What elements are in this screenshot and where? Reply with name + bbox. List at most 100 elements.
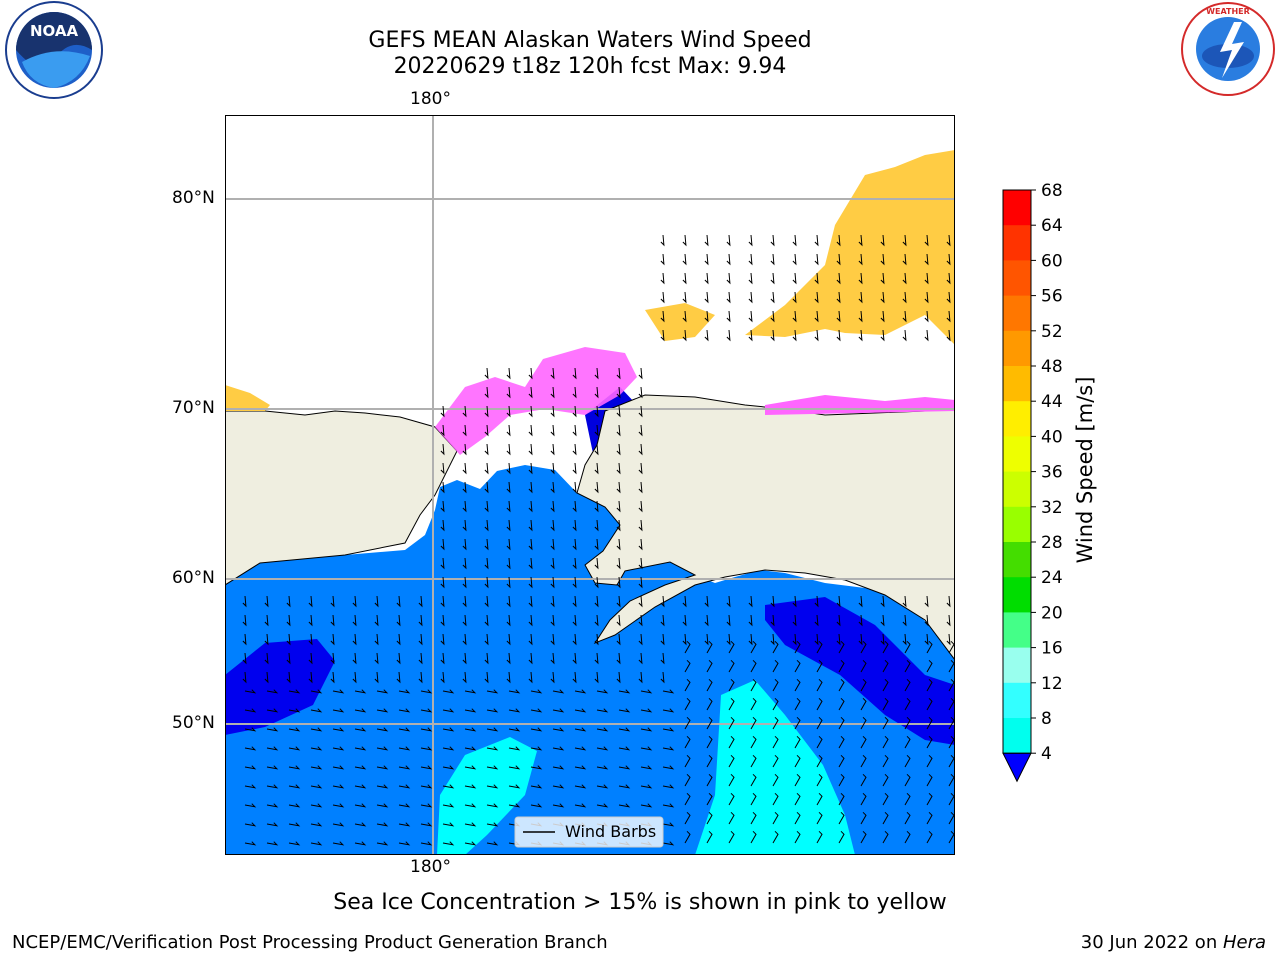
wind-barb — [706, 659, 713, 673]
wind-barb — [574, 784, 587, 789]
wind-barb — [552, 727, 565, 732]
wind-barb — [264, 633, 269, 646]
wind-barb — [638, 519, 643, 532]
wind-barb — [728, 792, 735, 806]
wind-barb — [396, 652, 401, 665]
wind-barb — [946, 614, 951, 627]
wind-barb — [528, 405, 533, 418]
wind-barb — [484, 367, 489, 380]
wind-barb — [684, 678, 691, 692]
wind-barb — [860, 754, 867, 768]
colorbar-tick-label: 20 — [1041, 603, 1063, 623]
wind-barb — [596, 784, 609, 789]
wind-barb — [794, 735, 801, 749]
colorbar-tick-label: 68 — [1041, 181, 1063, 201]
colorbar-segment — [1003, 506, 1031, 543]
wind-barb — [750, 773, 757, 787]
colorbar-segment — [1003, 295, 1031, 332]
wind-barb — [550, 519, 555, 532]
wind-barb — [706, 811, 713, 825]
wind-barb — [528, 652, 533, 665]
wind-barb — [594, 595, 599, 608]
wind-barb — [462, 443, 467, 456]
wind-barb — [398, 708, 411, 713]
wind-barb — [354, 765, 367, 770]
wind-barb — [594, 424, 599, 437]
wind-barb — [508, 708, 521, 713]
wind-barb — [816, 754, 823, 768]
wind-barb — [530, 689, 543, 694]
wind-barb — [396, 633, 401, 646]
wind-barb — [882, 697, 889, 711]
wind-barb — [528, 557, 533, 570]
wind-barb — [550, 405, 555, 418]
colorbar-segment — [1003, 682, 1031, 719]
wind-barb — [660, 253, 665, 266]
wind-barb — [772, 773, 779, 787]
wind-barb — [594, 652, 599, 665]
wind-barb — [462, 424, 467, 437]
wind-barb — [264, 595, 269, 608]
wind-barb — [772, 716, 779, 730]
wind-barb — [618, 708, 631, 713]
wind-barb — [550, 633, 555, 646]
ocean-strong-east — [765, 597, 955, 745]
wind-barb — [706, 716, 713, 730]
wind-barb — [462, 595, 467, 608]
wind-barb — [550, 500, 555, 513]
wind-barb — [528, 386, 533, 399]
wind-barb — [616, 652, 621, 665]
colorbar-tick-label: 8 — [1041, 709, 1052, 729]
wind-barb — [638, 424, 643, 437]
colorbar-segment — [1003, 471, 1031, 508]
wind-barb — [442, 803, 455, 808]
wind-barb — [946, 595, 951, 608]
wind-barb — [904, 811, 911, 825]
wind-barb — [902, 329, 907, 342]
wind-barb — [286, 652, 291, 665]
wind-barb — [550, 538, 555, 551]
wind-barb — [618, 727, 631, 732]
wind-barb — [882, 678, 889, 692]
wind-barb — [308, 614, 313, 627]
wind-barb — [638, 652, 643, 665]
wind-barb — [594, 500, 599, 513]
wind-barb — [904, 792, 911, 806]
wind-barb — [616, 614, 621, 627]
wind-barb — [618, 803, 631, 808]
wind-barb — [640, 803, 653, 808]
wind-barb — [528, 576, 533, 589]
wind-barb — [594, 367, 599, 380]
wind-barb — [572, 614, 577, 627]
wind-barb — [860, 697, 867, 711]
wind-barb — [618, 746, 631, 751]
wind-barb — [528, 443, 533, 456]
wind-barb — [704, 234, 709, 247]
wind-barb — [706, 735, 713, 749]
wind-barb — [332, 765, 345, 770]
wind-barb — [596, 708, 609, 713]
wind-barb — [748, 253, 753, 266]
wind-barb — [594, 614, 599, 627]
wind-barb — [396, 614, 401, 627]
wind-barb — [550, 671, 555, 684]
wind-barb — [462, 500, 467, 513]
wind-barb — [794, 792, 801, 806]
wind-barb — [770, 234, 775, 247]
wind-barb — [684, 792, 691, 806]
wind-barb — [836, 310, 841, 323]
wind-barb — [838, 735, 845, 749]
wind-barb — [420, 803, 433, 808]
wind-barb — [662, 765, 675, 770]
footer-branch: NCEP/EMC/Verification Post Processing Pr… — [12, 932, 608, 953]
wind-barb — [638, 405, 643, 418]
wind-barb — [616, 557, 621, 570]
wind-barb — [508, 746, 521, 751]
wind-barb — [440, 557, 445, 570]
wind-barb — [880, 310, 885, 323]
wind-barb — [638, 386, 643, 399]
wind-barb — [816, 735, 823, 749]
wind-barb — [442, 784, 455, 789]
wind-barb — [816, 640, 823, 654]
wind-barb — [858, 329, 863, 342]
